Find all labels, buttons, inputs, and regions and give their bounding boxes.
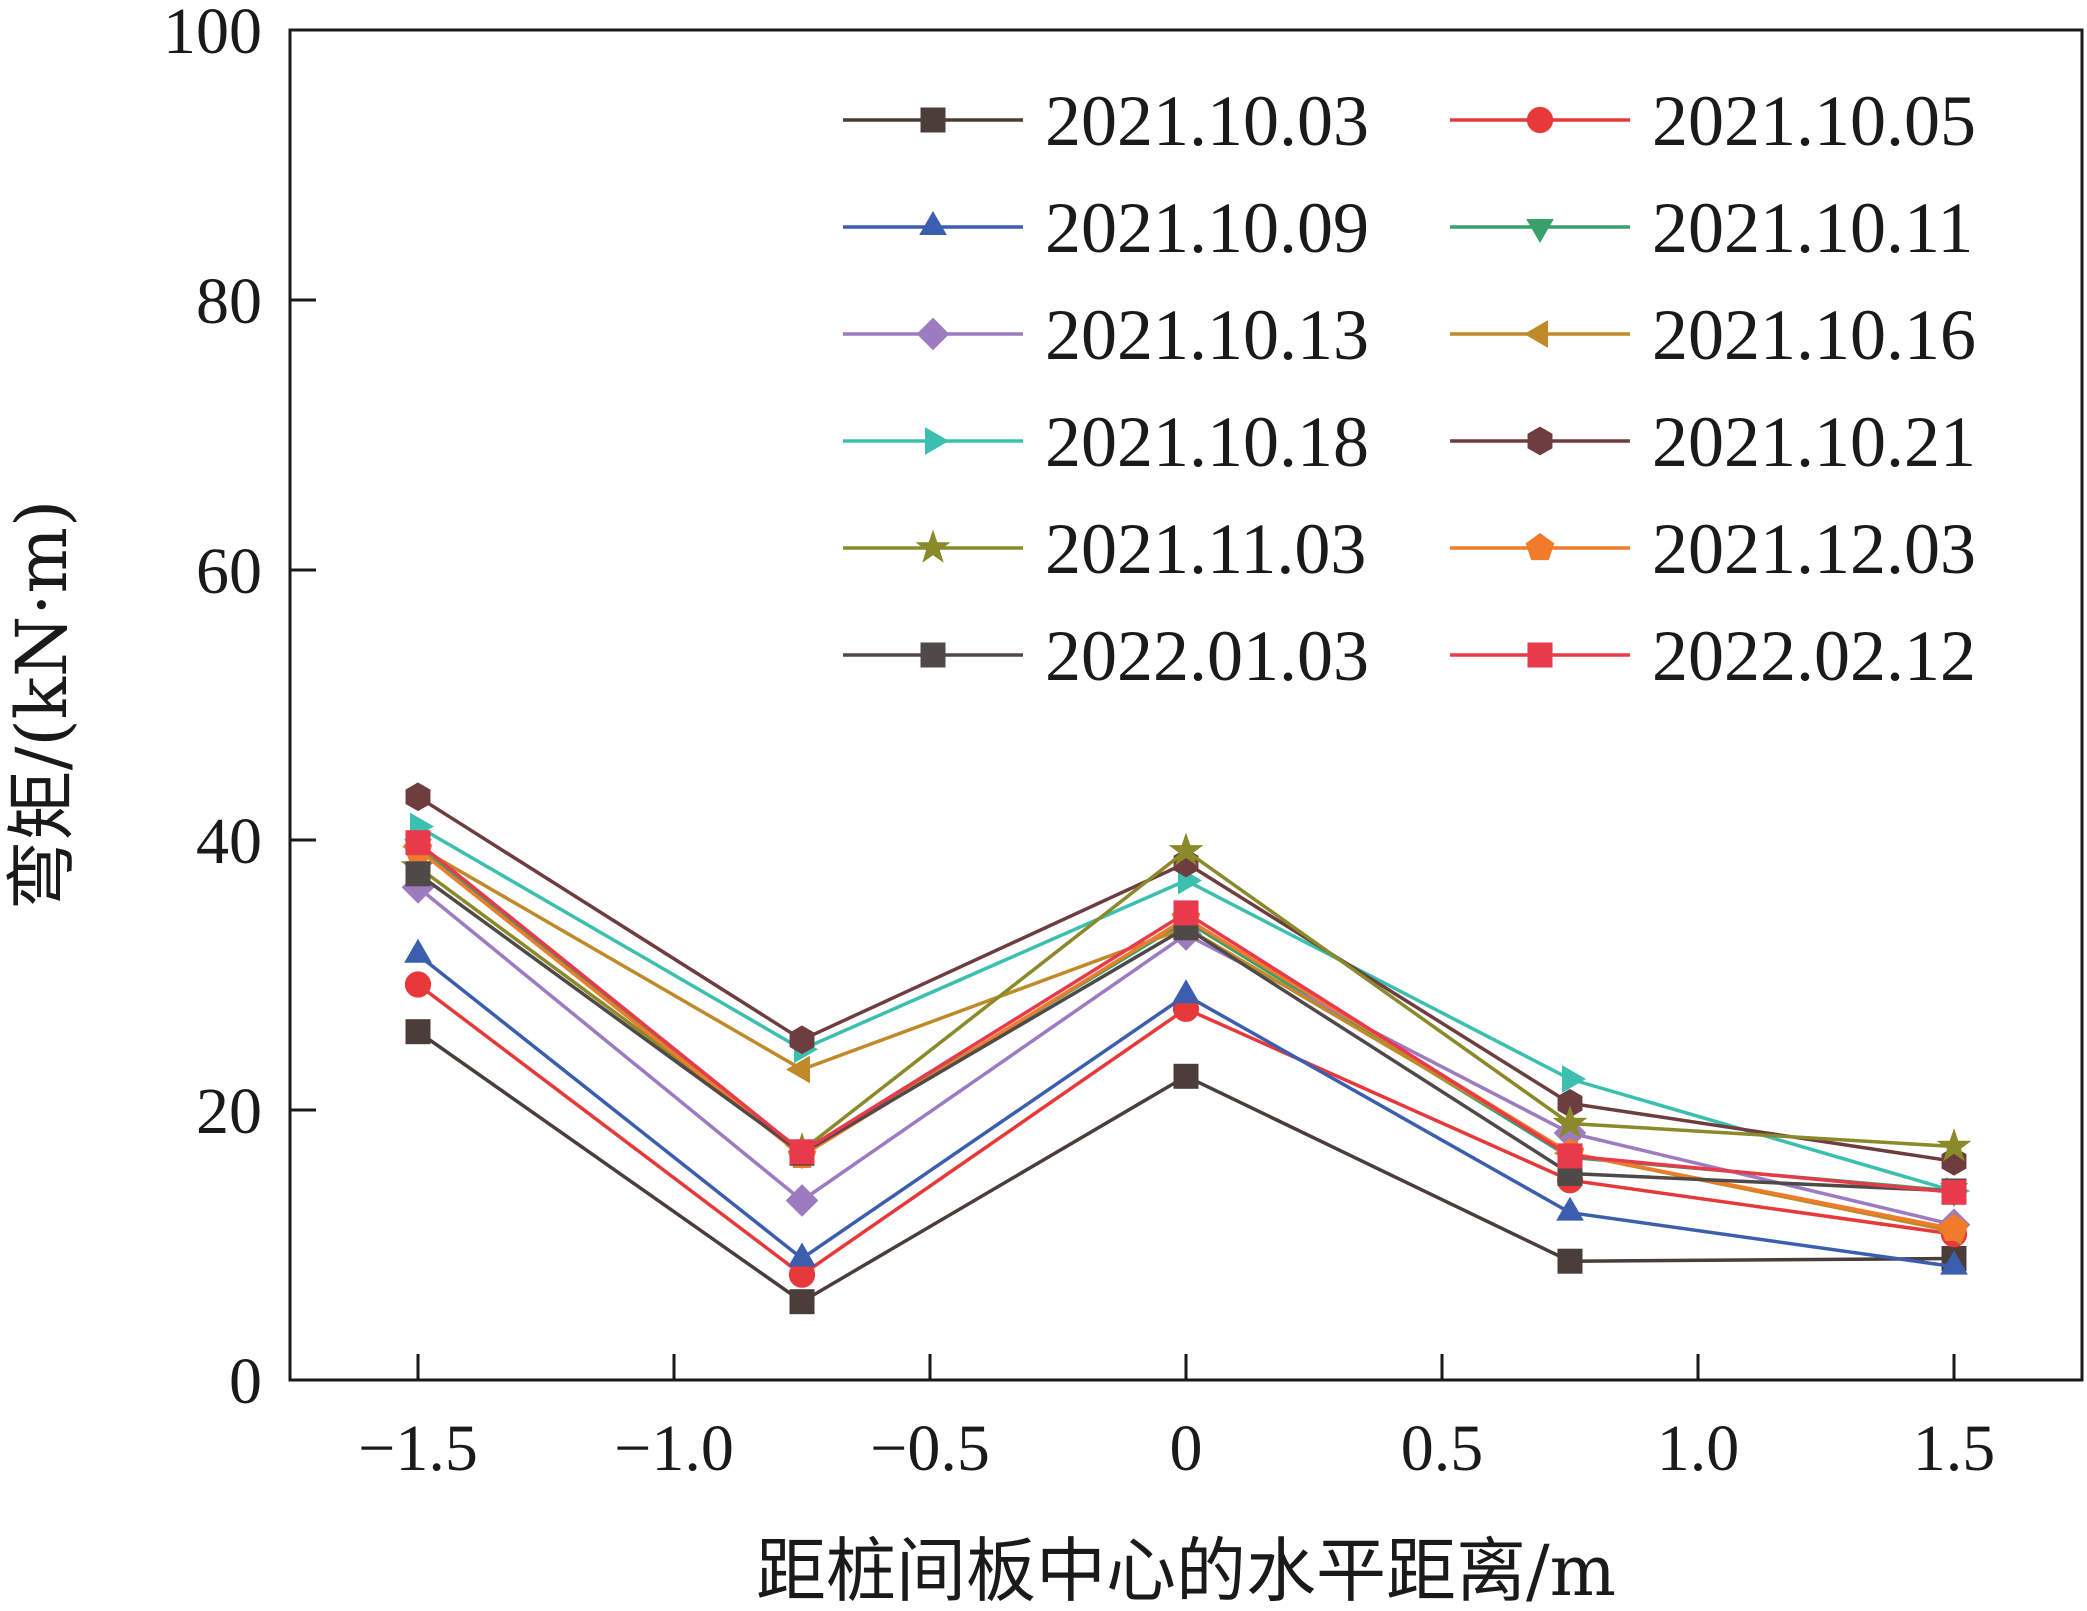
legend-item: 2022.01.03 bbox=[843, 616, 1369, 696]
data-point bbox=[1173, 1063, 1199, 1089]
data-point bbox=[404, 971, 432, 998]
legend-item: 2021.10.03 bbox=[843, 81, 1369, 161]
legend-label: 2021.10.18 bbox=[1045, 402, 1369, 482]
legend-label: 2021.10.03 bbox=[1045, 81, 1369, 161]
data-point bbox=[1940, 1250, 1968, 1275]
series-2022.02.12 bbox=[405, 830, 1967, 1205]
y-axis-title: 弯矩/(kN·m) bbox=[1, 500, 83, 911]
legend-marker bbox=[920, 642, 946, 668]
data-point bbox=[1557, 1143, 1583, 1169]
data-point bbox=[404, 938, 432, 963]
legend: 2021.10.03 2021.10.05 2021.10.09 2021.10.11… bbox=[843, 81, 1976, 696]
legend-label: 2022.01.03 bbox=[1045, 616, 1369, 696]
data-point bbox=[1168, 832, 1204, 866]
data-point bbox=[788, 1242, 816, 1267]
x-tick-label: −0.5 bbox=[870, 1412, 990, 1485]
data-point bbox=[1562, 1065, 1587, 1093]
series-2021.10.09 bbox=[404, 938, 1968, 1275]
legend-label: 2021.10.05 bbox=[1652, 81, 1976, 161]
data-point bbox=[405, 830, 431, 856]
data-point bbox=[789, 1289, 815, 1315]
y-tick-label: 0 bbox=[229, 1345, 262, 1418]
legend-label: 2021.10.09 bbox=[1045, 188, 1369, 268]
series-2021.10.21 bbox=[405, 782, 1967, 1176]
data-point bbox=[1941, 1179, 1967, 1205]
y-tick-label: 40 bbox=[196, 805, 262, 878]
legend-marker bbox=[1526, 219, 1554, 244]
data-point bbox=[1172, 979, 1200, 1004]
data-point bbox=[789, 1139, 815, 1165]
legend-item: 2021.10.18 bbox=[843, 402, 1369, 482]
axes-layer: 0 20 40 60 80 100 −1.5 −1.0 −0.5 0 0.5 1.0 1.5 bbox=[163, 0, 1995, 1485]
legend-item: 2021.10.21 bbox=[1450, 402, 1976, 482]
y-tick-label: 100 bbox=[163, 0, 262, 68]
data-point bbox=[405, 782, 431, 812]
legend-label: 2021.12.03 bbox=[1652, 509, 1976, 589]
legend-label: 2021.10.16 bbox=[1652, 295, 1976, 375]
legend-label: 2021.10.11 bbox=[1652, 188, 1973, 268]
x-tick-label: −1.5 bbox=[358, 1412, 478, 1485]
x-tick-label: 0.5 bbox=[1401, 1412, 1484, 1485]
legend-marker bbox=[925, 427, 950, 455]
legend-marker bbox=[1526, 106, 1554, 134]
legend-label: 2022.02.12 bbox=[1652, 616, 1976, 696]
y-tick-label: 60 bbox=[196, 535, 262, 608]
legend-item: 2021.10.13 bbox=[843, 295, 1369, 375]
legend-label: 2021.11.03 bbox=[1045, 509, 1366, 589]
legend-item: 2021.11.03 bbox=[843, 509, 1366, 589]
legend-label: 2021.10.21 bbox=[1652, 402, 1976, 482]
legend-marker bbox=[1525, 532, 1555, 561]
x-tick-label: 1.5 bbox=[1913, 1412, 1996, 1485]
legend-item: 2021.10.16 bbox=[1450, 295, 1976, 375]
legend-item: 2021.10.05 bbox=[1450, 81, 1976, 161]
series-layer bbox=[400, 782, 1972, 1315]
legend-item: 2021.10.11 bbox=[1450, 188, 1973, 268]
x-tick-label: −1.0 bbox=[614, 1412, 734, 1485]
x-axis-title: 距桩间板中心的水平距离/m bbox=[756, 1530, 1616, 1611]
data-point bbox=[1552, 1105, 1588, 1139]
data-point bbox=[789, 1025, 815, 1055]
x-tick-label: 1.0 bbox=[1657, 1412, 1740, 1485]
data-point bbox=[1939, 1213, 1969, 1241]
legend-marker bbox=[919, 210, 947, 235]
legend-marker bbox=[1523, 320, 1548, 348]
x-tick-label: 0 bbox=[1170, 1412, 1203, 1485]
y-tick-label: 80 bbox=[196, 265, 262, 338]
legend-marker bbox=[1527, 426, 1553, 456]
y-tick-label: 20 bbox=[196, 1075, 262, 1148]
data-point bbox=[1557, 1248, 1583, 1274]
legend-label: 2021.10.13 bbox=[1045, 295, 1369, 375]
data-point bbox=[785, 1184, 819, 1217]
legend-item: 2021.12.03 bbox=[1450, 509, 1976, 589]
data-point bbox=[405, 1019, 431, 1045]
legend-marker bbox=[1527, 642, 1553, 668]
data-point bbox=[1936, 1128, 1972, 1162]
data-point bbox=[405, 861, 431, 887]
legend-marker bbox=[916, 317, 950, 351]
series-2021.10.03 bbox=[405, 1019, 1967, 1315]
data-point bbox=[1173, 900, 1199, 926]
legend-marker bbox=[920, 107, 946, 133]
legend-marker bbox=[915, 529, 951, 563]
legend-item: 2022.02.12 bbox=[1450, 616, 1976, 696]
legend-item: 2021.10.09 bbox=[843, 188, 1369, 268]
data-point bbox=[1556, 1196, 1584, 1221]
data-point bbox=[785, 1055, 810, 1084]
